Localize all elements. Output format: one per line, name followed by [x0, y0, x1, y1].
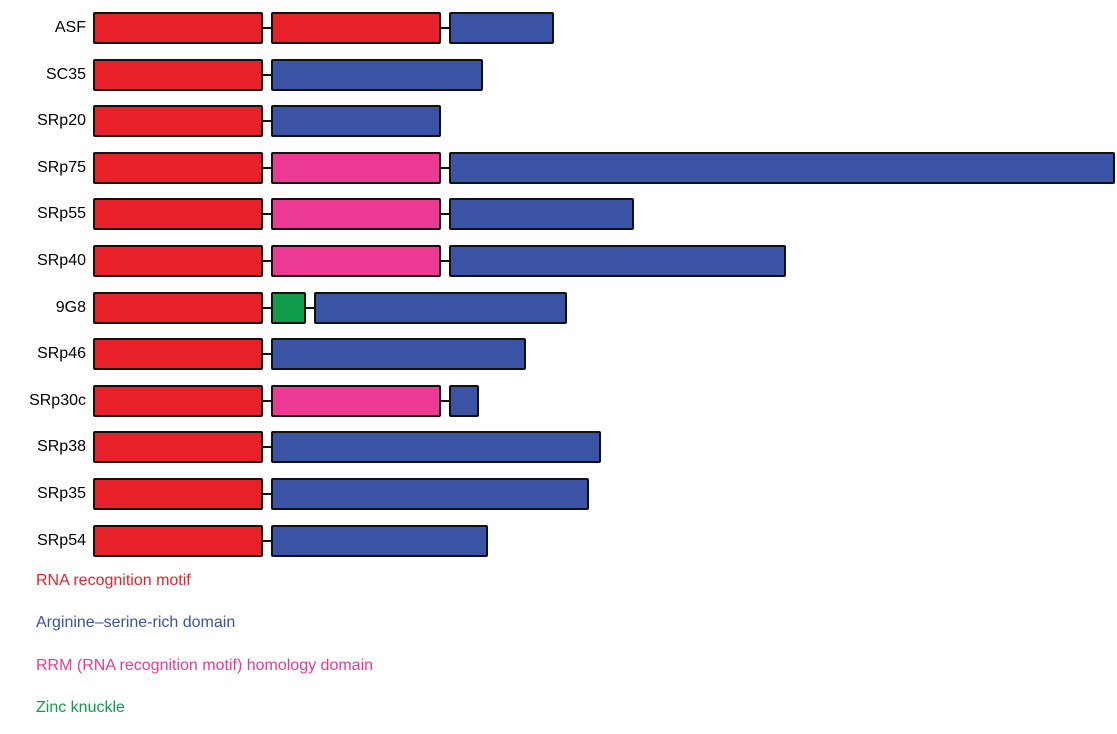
domain-linker: [263, 399, 271, 402]
domain-linker: [263, 213, 271, 216]
rs-domain: [449, 198, 634, 231]
legend-item-homology: RRM (RNA recognition motif) homology dom…: [36, 656, 374, 674]
protein-label: SRp38: [37, 438, 86, 456]
rrm-domain: [93, 105, 263, 138]
homology-domain: [271, 198, 441, 231]
rs-domain: [314, 291, 567, 324]
rrm-domain: [93, 198, 263, 231]
domain-linker: [263, 27, 271, 29]
protein-label: SRp30c: [29, 391, 86, 409]
rs-domain: [449, 245, 786, 277]
protein-label: SRp54: [37, 531, 86, 549]
rs-domain: [271, 338, 526, 371]
rs-domain: [449, 151, 1115, 184]
legend-item-rrm: RNA recognition motif: [36, 572, 191, 589]
rrm-domain: [271, 12, 441, 44]
rs-domain: [271, 478, 589, 510]
domain-linker: [263, 166, 271, 169]
domain-linker: [263, 73, 271, 76]
rrm-domain: [93, 12, 263, 44]
domain-linker: [263, 260, 271, 262]
zinc-domain: [271, 291, 306, 324]
homology-domain: [271, 384, 441, 417]
rs-domain: [449, 384, 479, 417]
rs-domain: [449, 12, 554, 44]
domain-linker: [263, 446, 271, 449]
rrm-domain: [93, 151, 263, 184]
rs-domain: [271, 431, 601, 464]
domain-linker: [263, 493, 271, 495]
domain-linker: [441, 166, 449, 169]
domain-linker: [441, 213, 449, 216]
domain-linker: [441, 27, 449, 29]
protein-label: SRp75: [37, 158, 86, 176]
protein-label: SC35: [45, 65, 86, 83]
homology-domain: [271, 245, 441, 277]
domain-linker: [263, 306, 271, 309]
protein-label: SRp35: [37, 485, 86, 502]
domain-linker: [263, 120, 271, 123]
rrm-domain: [93, 478, 263, 510]
homology-domain: [271, 151, 441, 184]
domain-linker: [263, 353, 271, 356]
protein-label: SRp46: [37, 345, 86, 363]
legend-item-rs: Arginine–serine-rich domain: [36, 614, 236, 632]
rrm-domain: [93, 245, 263, 277]
legend-item-zinc: Zinc knuckle: [36, 698, 125, 716]
rrm-domain: [93, 431, 263, 464]
domain-linker: [441, 399, 449, 402]
rrm-domain: [93, 338, 263, 371]
rrm-domain: [93, 291, 263, 324]
protein-label: SRp55: [37, 205, 86, 223]
protein-label: SRp40: [37, 252, 86, 269]
domain-linker: [306, 306, 314, 309]
protein-label: 9G8: [55, 298, 86, 316]
protein-label: ASF: [54, 19, 86, 36]
rrm-domain: [93, 384, 263, 417]
domain-linker: [263, 539, 271, 542]
domain-linker: [441, 260, 449, 262]
rrm-domain: [93, 524, 263, 557]
rrm-domain: [93, 58, 263, 91]
rs-domain: [271, 105, 441, 138]
protein-label: SRp20: [37, 112, 86, 130]
rs-domain: [271, 524, 488, 557]
rs-domain: [271, 58, 483, 91]
